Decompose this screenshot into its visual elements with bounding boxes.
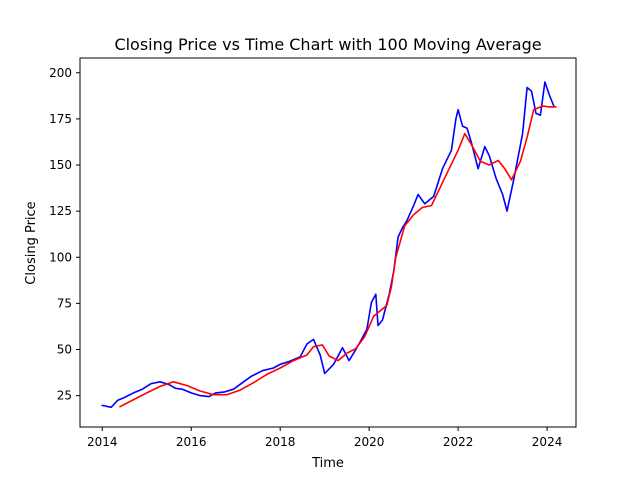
x-tick-label: 2020 [354,435,385,449]
series-line-1 [101,81,555,409]
x-axis-label: Time [311,456,344,471]
y-tick-label: 150 [49,158,72,172]
y-tick-label: 200 [49,66,72,80]
x-tick-label: 2022 [443,435,474,449]
x-axis: 2014 2016 2018 2020 2022 2024 [87,427,562,449]
y-axis-label: Closing Price [24,201,39,284]
axes-frame [79,57,577,428]
y-tick-label: 175 [49,112,72,126]
y-tick-label: 50 [57,343,72,357]
chart-title: Closing Price vs Time Chart with 100 Mov… [114,35,541,54]
x-tick-label: 2018 [265,435,296,449]
x-tick-label: 2024 [532,435,563,449]
y-tick-label: 125 [49,204,72,218]
y-tick-label: 100 [49,250,72,264]
y-axis: 25 50 75 100 125 150 175 200 [49,66,80,403]
plot-area [101,81,557,409]
y-tick-label: 75 [57,296,72,310]
y-tick-label: 25 [57,389,72,403]
x-tick-label: 2016 [176,435,207,449]
series-line-2 [119,105,557,408]
x-tick-label: 2014 [87,435,118,449]
